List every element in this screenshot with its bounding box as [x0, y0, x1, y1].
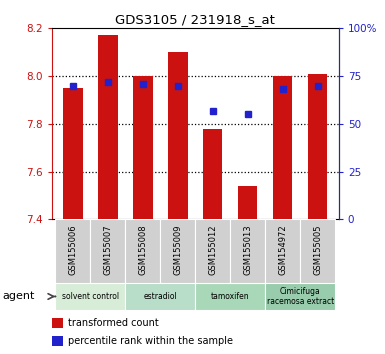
Text: GSM155012: GSM155012	[208, 224, 218, 275]
Bar	[265, 283, 335, 310]
Bar	[230, 219, 265, 283]
Bar	[203, 129, 223, 219]
Bar	[133, 76, 152, 219]
Text: solvent control: solvent control	[62, 292, 119, 301]
Bar	[126, 283, 196, 310]
Bar	[98, 35, 117, 219]
Text: agent: agent	[2, 291, 34, 302]
Bar	[52, 318, 64, 328]
Bar	[64, 88, 82, 219]
Bar	[265, 219, 300, 283]
Bar	[238, 186, 258, 219]
Text: percentile rank within the sample: percentile rank within the sample	[68, 336, 233, 346]
Bar	[55, 219, 90, 283]
Title: GDS3105 / 231918_s_at: GDS3105 / 231918_s_at	[116, 13, 275, 26]
Text: tamoxifen: tamoxifen	[211, 292, 250, 301]
Bar	[168, 52, 187, 219]
Bar	[52, 336, 64, 346]
Bar	[196, 283, 265, 310]
Text: GSM155006: GSM155006	[69, 224, 77, 275]
Text: transformed count: transformed count	[68, 318, 159, 328]
Text: Cimicifuga
racemosa extract: Cimicifuga racemosa extract	[267, 287, 334, 306]
Text: GSM155005: GSM155005	[313, 224, 322, 275]
Bar	[308, 74, 327, 219]
Text: GSM155007: GSM155007	[104, 224, 112, 275]
Bar	[90, 219, 126, 283]
Text: GSM155008: GSM155008	[139, 224, 147, 275]
Text: GSM155013: GSM155013	[243, 224, 252, 275]
Bar	[126, 219, 161, 283]
Bar	[273, 76, 293, 219]
Bar	[300, 219, 335, 283]
Bar	[196, 219, 230, 283]
Bar	[161, 219, 196, 283]
Text: GSM155009: GSM155009	[173, 224, 182, 275]
Text: estradiol: estradiol	[144, 292, 177, 301]
Text: GSM154972: GSM154972	[278, 224, 287, 275]
Bar	[55, 283, 126, 310]
